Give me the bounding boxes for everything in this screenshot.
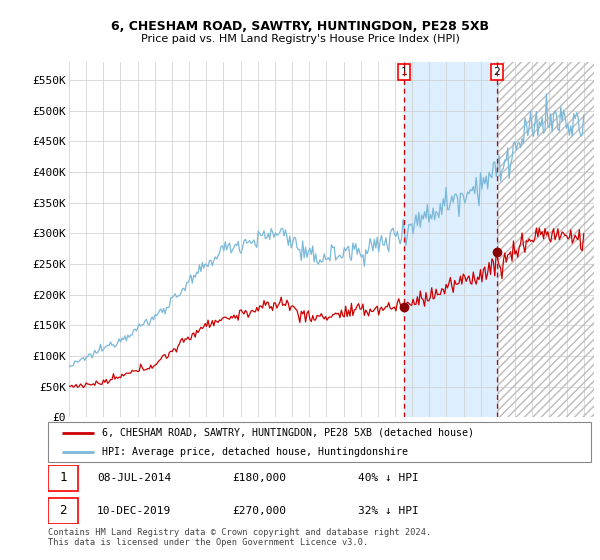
Text: 40% ↓ HPI: 40% ↓ HPI [358, 473, 418, 483]
Text: £270,000: £270,000 [233, 506, 287, 516]
Text: 6, CHESHAM ROAD, SAWTRY, HUNTINGDON, PE28 5XB: 6, CHESHAM ROAD, SAWTRY, HUNTINGDON, PE2… [111, 20, 489, 32]
Text: Price paid vs. HM Land Registry's House Price Index (HPI): Price paid vs. HM Land Registry's House … [140, 34, 460, 44]
Text: 32% ↓ HPI: 32% ↓ HPI [358, 506, 418, 516]
FancyBboxPatch shape [48, 465, 78, 491]
Bar [497, 62, 594, 417]
Text: Contains HM Land Registry data © Crown copyright and database right 2024.
This d: Contains HM Land Registry data © Crown c… [48, 528, 431, 547]
Text: 6, CHESHAM ROAD, SAWTRY, HUNTINGDON, PE28 5XB (detached house): 6, CHESHAM ROAD, SAWTRY, HUNTINGDON, PE2… [103, 428, 475, 437]
Text: 1: 1 [401, 67, 407, 77]
FancyBboxPatch shape [48, 422, 591, 462]
Text: £180,000: £180,000 [233, 473, 287, 483]
Text: 1: 1 [59, 471, 67, 484]
Text: HPI: Average price, detached house, Huntingdonshire: HPI: Average price, detached house, Hunt… [103, 447, 409, 457]
Bar [404, 62, 497, 417]
FancyBboxPatch shape [48, 498, 78, 524]
Text: 08-JUL-2014: 08-JUL-2014 [97, 473, 171, 483]
Text: 10-DEC-2019: 10-DEC-2019 [97, 506, 171, 516]
Text: 2: 2 [59, 504, 67, 517]
Text: 2: 2 [494, 67, 500, 77]
